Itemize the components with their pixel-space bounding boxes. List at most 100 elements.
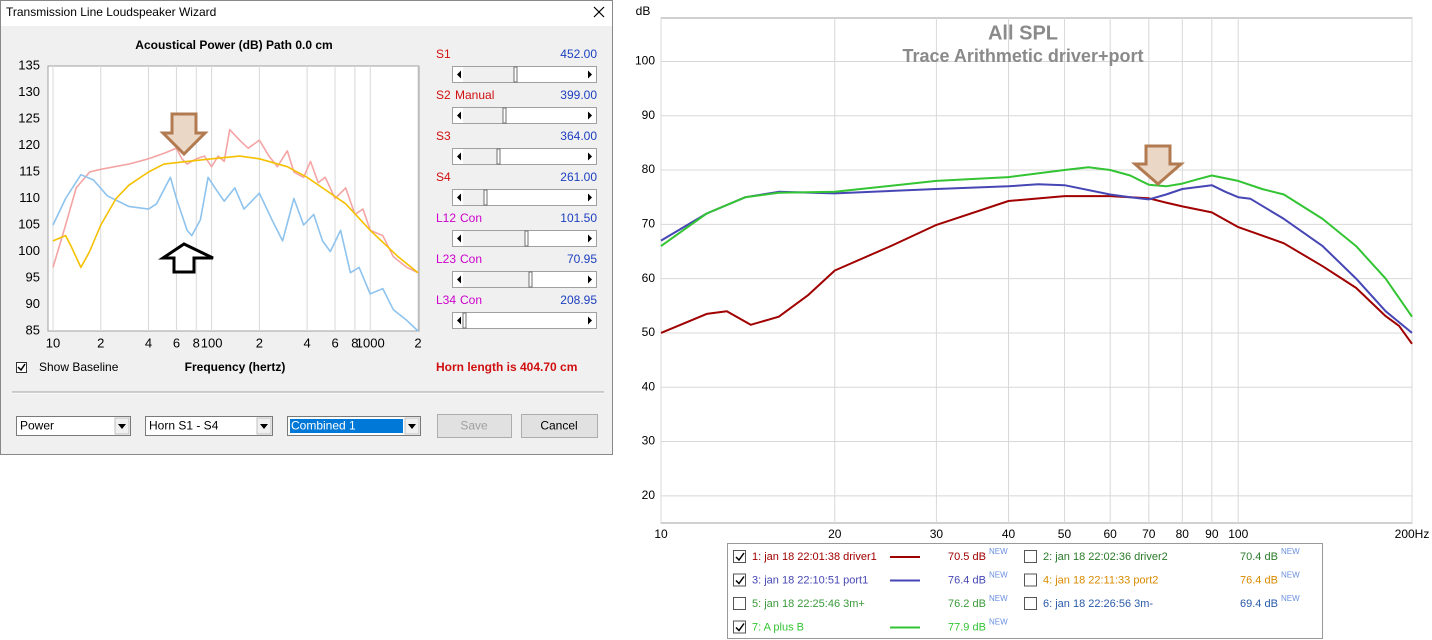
slider-right-arrow[interactable] — [588, 152, 592, 161]
checkmark — [17, 363, 26, 372]
x-tick-label: 2 — [414, 335, 421, 350]
x-tick-label: 100 — [201, 335, 223, 350]
legend-badge: NEW — [989, 571, 1008, 580]
slider-thumb[interactable] — [524, 230, 529, 247]
slider-thumb[interactable] — [496, 148, 501, 165]
slider-left-arrow[interactable] — [457, 70, 461, 79]
annotation-arrow — [1130, 144, 1186, 186]
chart-title: All SPL — [988, 22, 1058, 44]
slider-left-arrow[interactable] — [457, 275, 461, 284]
y-tick-label: 90 — [26, 296, 40, 311]
slider-label: L23 — [436, 252, 456, 266]
slider-value: 364.00 — [560, 129, 597, 143]
slider-left-arrow[interactable] — [457, 316, 461, 325]
y-tick-label: 50 — [642, 325, 656, 339]
checkbox-label[interactable]: Show Baseline — [39, 360, 119, 374]
legend-name[interactable]: 6: jan 18 22:26:56 3m- — [1043, 598, 1153, 610]
y-tick-label: 120 — [18, 137, 40, 152]
slider-right-arrow[interactable] — [588, 275, 592, 284]
legend-level: 70.4 dB — [1240, 551, 1278, 563]
dropdown[interactable] — [16, 416, 131, 436]
legend-name[interactable]: 5: jan 18 22:25:46 3m+ — [752, 598, 865, 610]
plot-area — [660, 17, 1413, 524]
slider-mode: Con — [460, 211, 482, 225]
legend-checkbox[interactable] — [733, 550, 746, 563]
slider-label: S4 — [436, 170, 451, 184]
y-axis-label: dB — [636, 4, 651, 18]
slider-value: 101.50 — [560, 211, 597, 225]
series-line — [660, 195, 1413, 345]
slider-label: L34 — [436, 293, 456, 307]
x-tick-label: 2 — [97, 335, 104, 350]
annotation-arrow — [158, 242, 214, 274]
slider-right-arrow[interactable] — [588, 316, 592, 325]
legend-checkbox[interactable] — [1024, 597, 1037, 610]
y-tick-label: 95 — [26, 269, 40, 284]
legend-checkbox[interactable] — [1024, 550, 1037, 563]
slider-value: 208.95 — [560, 293, 597, 307]
slider-thumb[interactable] — [462, 312, 467, 329]
dropdown[interactable] — [145, 416, 273, 436]
legend-name[interactable]: 4: jan 18 22:11:33 port2 — [1043, 574, 1158, 586]
x-tick-label: 50 — [1058, 527, 1072, 541]
slider-left-arrow[interactable] — [457, 152, 461, 161]
x-tick-label: 30 — [930, 527, 944, 541]
checkmark — [735, 623, 745, 632]
slider-thumb[interactable] — [513, 66, 518, 83]
slider-fill — [463, 231, 525, 246]
slider-right-arrow[interactable] — [588, 193, 592, 202]
legend-badge: NEW — [989, 618, 1008, 627]
slider-right-arrow[interactable] — [588, 70, 592, 79]
legend-checkbox[interactable] — [733, 620, 746, 634]
button[interactable] — [521, 414, 598, 438]
y-tick-label: 135 — [18, 57, 40, 72]
slider-track[interactable] — [452, 312, 597, 329]
slider-thumb[interactable] — [502, 107, 507, 124]
dropdown-text[interactable]: Horn S1 - S4 — [149, 419, 219, 433]
slider-value: 452.00 — [560, 47, 597, 61]
slider-label: S1 — [436, 47, 451, 61]
legend-name[interactable]: 3: jan 18 22:10:51 port1 — [752, 574, 868, 586]
legend-badge: NEW — [989, 594, 1008, 603]
slider-value: 261.00 — [560, 170, 597, 184]
button-label[interactable]: Cancel — [540, 419, 577, 433]
slider-left-arrow[interactable] — [457, 193, 461, 202]
legend-name[interactable]: 2: jan 18 22:02:36 driver2 — [1043, 551, 1168, 563]
y-tick-label: 115 — [19, 163, 40, 178]
legend-checkbox[interactable] — [733, 597, 746, 610]
slider-right-arrow[interactable] — [588, 234, 592, 243]
legend-name[interactable]: 7: A plus B — [752, 621, 804, 633]
series-line — [660, 166, 1413, 318]
x-tick-label: 70 — [1142, 527, 1156, 541]
checkmark — [735, 576, 745, 585]
x-tick-label: 10 — [654, 527, 668, 541]
slider-track[interactable] — [452, 189, 597, 206]
x-tick-label: 6 — [173, 335, 180, 350]
slider-fill — [463, 149, 497, 164]
legend-name[interactable]: 1: jan 18 22:01:38 driver1 — [752, 551, 877, 563]
y-tick-label: 60 — [642, 271, 656, 285]
chart-title: Acoustical Power (dB) Path 0.0 cm — [135, 38, 332, 52]
slider-thumb[interactable] — [483, 189, 488, 206]
dropdown-text[interactable]: Combined 1 — [291, 419, 356, 433]
slider-label: S3 — [436, 129, 451, 143]
slider-value: 70.95 — [567, 252, 597, 266]
checkbox[interactable] — [16, 362, 27, 373]
dropdown-text[interactable]: Power — [20, 419, 54, 433]
x-axis-label: Frequency (hertz) — [185, 360, 286, 374]
legend-badge: NEW — [989, 547, 1008, 556]
button-label: Save — [460, 419, 488, 433]
slider-right-arrow[interactable] — [588, 111, 592, 120]
y-tick-label: 70 — [642, 217, 656, 231]
title-bar — [1, 1, 612, 26]
legend-checkbox[interactable] — [733, 573, 746, 587]
slider-left-arrow[interactable] — [457, 234, 461, 243]
close-button[interactable] — [593, 6, 605, 18]
slider-label: L12 — [436, 211, 456, 225]
slider-thumb[interactable] — [528, 271, 533, 288]
legend-checkbox[interactable] — [1024, 573, 1037, 587]
y-tick-label: 130 — [18, 84, 40, 99]
slider-left-arrow[interactable] — [457, 111, 461, 120]
legend-badge: NEW — [1281, 571, 1300, 580]
